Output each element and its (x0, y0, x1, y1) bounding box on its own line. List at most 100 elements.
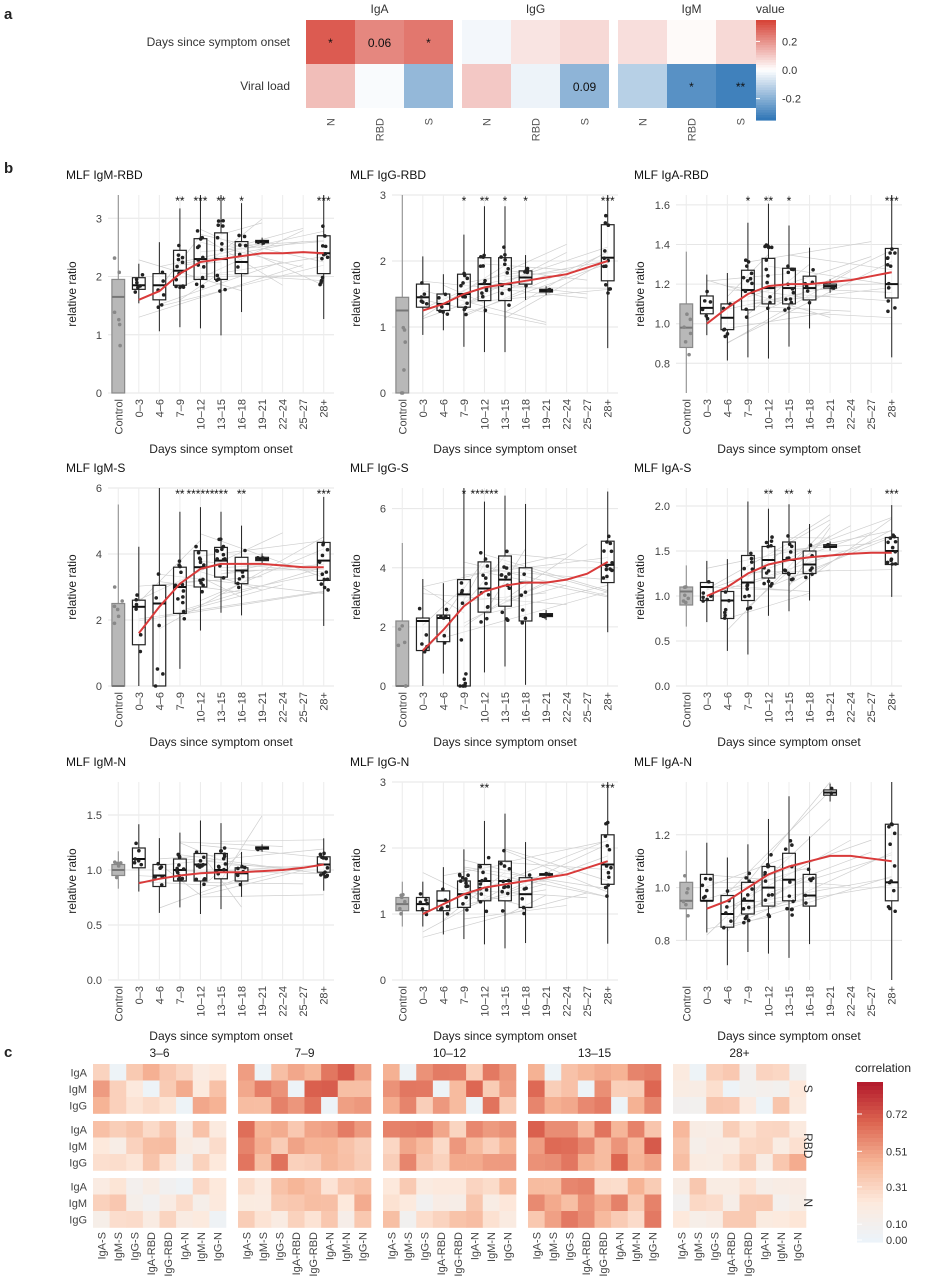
box-point (684, 902, 688, 907)
box-point (484, 581, 488, 586)
box-panel-x-label: Days since symptom onset (433, 735, 577, 749)
heatmap-a-legend-swatch (756, 50, 776, 54)
corr-cell (627, 1064, 645, 1081)
box-point (483, 576, 488, 580)
corr-cell (142, 1097, 160, 1114)
box-panel-title: MLF IgG-RBD (350, 168, 426, 182)
box-panel-subject-line (484, 554, 608, 591)
box-body (679, 303, 694, 349)
box-point (176, 877, 181, 881)
box-panel-x-tick-label: 28+ (319, 986, 331, 1005)
heatmap-a-legend-swatch (756, 47, 776, 51)
box-panel-trend-line (706, 854, 892, 910)
box-point (788, 839, 793, 843)
corr-cell (238, 1064, 255, 1081)
corr-cell (577, 1121, 595, 1138)
box-panel-subject-line (138, 259, 242, 292)
box-point (790, 913, 794, 917)
box-point (445, 904, 450, 909)
box-point (603, 221, 608, 225)
corr-cell (399, 1178, 417, 1195)
box-point (117, 317, 121, 322)
box-point (201, 255, 205, 260)
box-panel-x-tick-label: 16–18 (805, 986, 817, 1017)
corr-cell (238, 1211, 255, 1228)
box-point (242, 234, 247, 239)
box-point (504, 617, 509, 621)
box-point (770, 535, 774, 539)
corr-cell (756, 1080, 774, 1098)
box-panel-x-tick-label: 19–21 (825, 986, 837, 1017)
box-point (444, 607, 449, 612)
box-panel-x-tick-label: 25–27 (582, 692, 594, 723)
corr-cell (544, 1064, 562, 1081)
box-point (260, 556, 265, 560)
box-point (742, 897, 747, 901)
box-point (113, 860, 117, 864)
box-point (505, 549, 509, 554)
box-point (324, 856, 328, 861)
corr-legend-swatch (857, 1094, 883, 1099)
corr-x-label: IgA-S (531, 1232, 543, 1260)
corr-cell (689, 1121, 707, 1138)
box-body (395, 296, 410, 394)
box-point (176, 253, 181, 257)
corr-cell (287, 1137, 305, 1155)
box-point (137, 848, 141, 853)
box-point (886, 286, 891, 290)
box-point (463, 684, 467, 688)
corr-cell (254, 1194, 272, 1212)
box-panel-x-tick-label: 22–24 (278, 692, 290, 723)
corr-cell (383, 1097, 400, 1114)
box-point (120, 599, 124, 603)
corr-cell (689, 1154, 707, 1171)
box-panel-x-tick-label: 13–15 (784, 399, 796, 430)
corr-cell (159, 1154, 177, 1171)
box-panel-y-label: relative ratio (65, 261, 79, 327)
corr-cell (209, 1080, 227, 1098)
heatmap-a-sub-column-label: N (638, 118, 650, 126)
box-point (201, 265, 206, 269)
corr-legend-swatch (857, 1202, 883, 1207)
box-point (441, 887, 445, 891)
box-panel-x-tick-label: 19–21 (541, 692, 553, 723)
box-point (704, 314, 709, 318)
corr-cell (254, 1137, 272, 1155)
box-point (743, 289, 748, 294)
corr-legend-swatch (857, 1118, 883, 1123)
corr-cell (772, 1154, 790, 1171)
box-point (503, 258, 507, 262)
corr-cell (176, 1080, 194, 1098)
box-point (701, 595, 705, 600)
heatmap-a-legend-swatch (756, 115, 776, 119)
box-panel-subject-line (220, 572, 324, 595)
corr-cell (611, 1064, 629, 1081)
heatmap-a-legend-swatch (756, 67, 776, 71)
box-point (161, 672, 165, 676)
box-point (325, 547, 330, 552)
box-point (748, 606, 753, 610)
box-point (544, 871, 549, 876)
corr-cell (561, 1154, 579, 1171)
box-panel-x-tick-label: 16–18 (521, 399, 533, 430)
corr-cell (93, 1178, 110, 1195)
box-panel-subject-line (463, 252, 567, 305)
corr-cell (499, 1064, 517, 1081)
box-point (769, 245, 774, 250)
corr-cell (142, 1178, 160, 1195)
box-point (322, 851, 326, 856)
box-panel-x-tick-label: 19–21 (541, 986, 553, 1017)
box-point (606, 870, 611, 875)
corr-cell (756, 1178, 774, 1195)
corr-cell (383, 1211, 400, 1228)
box-point (176, 597, 180, 601)
heatmap-a-cell-label: ** (736, 80, 746, 94)
corr-cell (192, 1154, 210, 1171)
corr-cell (577, 1194, 595, 1212)
corr-cell (722, 1097, 740, 1114)
box-point (768, 295, 772, 299)
heatmap-a-legend-swatch (756, 60, 776, 64)
corr-cell (254, 1154, 272, 1171)
corr-legend-swatch (857, 1142, 883, 1147)
box-panel-title: MLF IgG-S (350, 461, 409, 475)
